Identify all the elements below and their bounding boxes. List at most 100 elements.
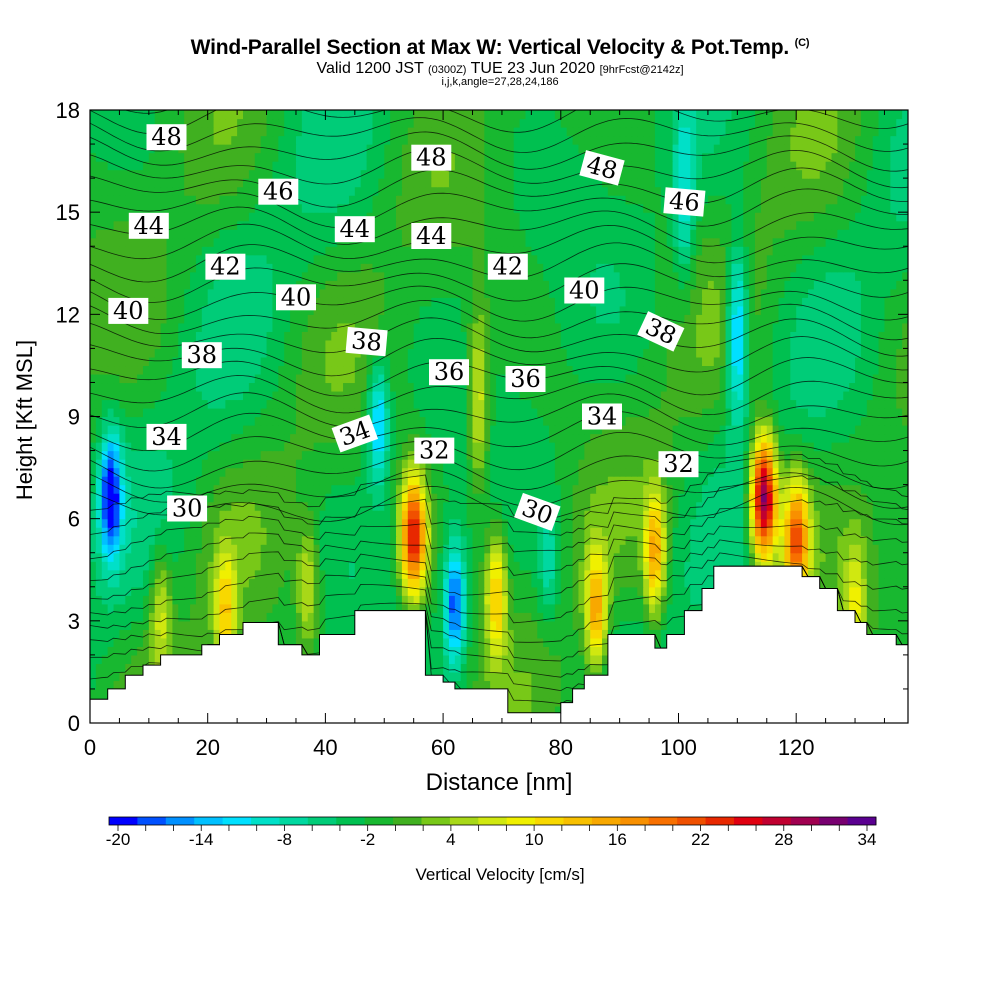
velocity-cell	[596, 603, 603, 613]
velocity-cell	[219, 629, 226, 639]
velocity-cell	[578, 450, 585, 460]
velocity-cell	[578, 603, 585, 613]
velocity-cell	[754, 425, 762, 435]
velocity-cell	[507, 663, 515, 673]
velocity-cell	[537, 586, 544, 596]
velocity-cell	[607, 425, 615, 435]
velocity-cell	[713, 544, 721, 554]
velocity-cell	[843, 569, 850, 579]
velocity-cell	[754, 561, 762, 571]
velocity-cell	[496, 459, 503, 469]
velocity-cell	[866, 552, 874, 562]
velocity-cell	[343, 586, 350, 596]
velocity-cell	[460, 442, 468, 452]
velocity-cell	[154, 620, 162, 630]
velocity-cell	[384, 501, 391, 511]
velocity-cell	[531, 442, 538, 452]
velocity-cell	[696, 442, 703, 452]
velocity-cell	[319, 612, 326, 622]
velocity-cell	[554, 552, 562, 562]
velocity-cell	[566, 442, 574, 452]
velocity-cell	[201, 595, 209, 605]
velocity-cell	[425, 544, 432, 554]
velocity-cell	[772, 552, 780, 562]
velocity-cell	[142, 442, 150, 452]
velocity-cell	[678, 493, 685, 503]
velocity-cell	[490, 586, 497, 596]
velocity-cell	[325, 518, 332, 528]
velocity-cell	[878, 544, 886, 554]
velocity-cell	[490, 646, 497, 656]
velocity-cell	[107, 680, 115, 690]
velocity-cell	[113, 433, 121, 443]
velocity-cell	[360, 484, 368, 494]
velocity-cell	[466, 671, 474, 682]
velocity-cell	[501, 501, 509, 511]
velocity-cell	[443, 476, 450, 486]
velocity-cell	[637, 425, 644, 435]
velocity-cell	[154, 476, 162, 486]
velocity-cell	[237, 442, 244, 452]
velocity-cell	[225, 484, 232, 494]
velocity-cell	[560, 663, 568, 673]
velocity-cell	[843, 450, 850, 460]
velocity-cell	[243, 544, 250, 554]
velocity-cell	[601, 433, 609, 443]
velocity-cell	[407, 501, 415, 511]
velocity-cell	[860, 484, 868, 494]
velocity-cell	[348, 527, 356, 537]
velocity-cell	[537, 552, 544, 562]
velocity-cell	[531, 450, 538, 460]
velocity-cell	[437, 637, 444, 647]
velocity-cell	[613, 467, 621, 477]
velocity-cell	[790, 484, 797, 494]
velocity-cell	[684, 425, 691, 435]
velocity-cell	[366, 603, 374, 613]
velocity-cell	[366, 527, 374, 537]
velocity-cell	[148, 578, 156, 588]
velocity-cell	[796, 527, 803, 537]
velocity-cell	[325, 552, 332, 562]
velocity-cell	[654, 569, 662, 579]
velocity-cell	[243, 535, 250, 545]
velocity-cell	[248, 535, 256, 545]
velocity-cell	[554, 518, 562, 528]
velocity-cell	[613, 612, 621, 622]
velocity-cell	[460, 620, 468, 630]
velocity-cell	[484, 595, 491, 605]
velocity-cell	[654, 459, 662, 469]
velocity-cell	[272, 484, 279, 494]
velocity-cell	[131, 612, 138, 622]
velocity-cell	[360, 476, 368, 486]
velocity-cell	[884, 459, 891, 469]
velocity-cell	[190, 552, 197, 562]
velocity-cell	[331, 493, 338, 503]
velocity-cell	[572, 518, 580, 528]
velocity-cell	[531, 476, 538, 486]
velocity-cell	[660, 603, 668, 613]
velocity-cell	[872, 442, 880, 452]
velocity-cell	[696, 595, 703, 605]
velocity-cell	[472, 586, 479, 596]
velocity-cell	[396, 501, 403, 511]
velocity-cell	[160, 612, 168, 622]
velocity-cell	[360, 467, 368, 477]
velocity-cell	[254, 544, 262, 554]
velocity-cell	[319, 425, 326, 435]
velocity-cell	[537, 467, 544, 477]
velocity-cell	[225, 586, 232, 596]
velocity-cell	[472, 552, 479, 562]
velocity-cell	[637, 595, 644, 605]
velocity-cell	[537, 654, 544, 664]
velocity-cell	[337, 467, 344, 477]
velocity-cell	[890, 595, 897, 605]
velocity-cell	[849, 510, 856, 520]
velocity-cell	[484, 442, 491, 452]
velocity-cell	[319, 569, 326, 579]
velocity-cell	[454, 569, 462, 579]
velocity-cell	[195, 595, 203, 605]
velocity-cell	[184, 561, 191, 571]
velocity-cell	[454, 637, 462, 647]
velocity-cell	[637, 629, 644, 639]
velocity-cell	[201, 518, 209, 528]
